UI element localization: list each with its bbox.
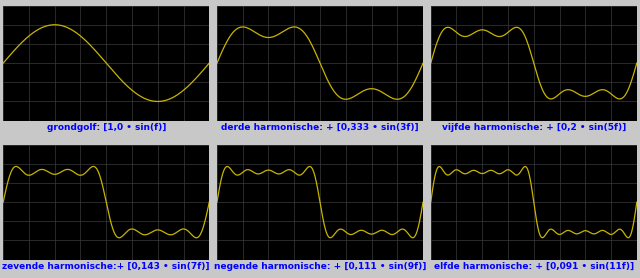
Text: zevende harmonische:+ [0,143 • sin(7f)]: zevende harmonische:+ [0,143 • sin(7f)] bbox=[3, 262, 210, 270]
Text: negende harmonische: + [0,111 • sin(9f)]: negende harmonische: + [0,111 • sin(9f)] bbox=[214, 262, 426, 270]
Text: derde harmonische: + [0,333 • sin(3f)]: derde harmonische: + [0,333 • sin(3f)] bbox=[221, 123, 419, 131]
Text: elfde harmonische: + [0,091 • sin(11f)]: elfde harmonische: + [0,091 • sin(11f)] bbox=[434, 262, 634, 270]
Text: grondgolf: [1,0 • sin(f)]: grondgolf: [1,0 • sin(f)] bbox=[47, 123, 166, 131]
Text: vijfde harmonische: + [0,2 • sin(5f)]: vijfde harmonische: + [0,2 • sin(5f)] bbox=[442, 123, 626, 131]
